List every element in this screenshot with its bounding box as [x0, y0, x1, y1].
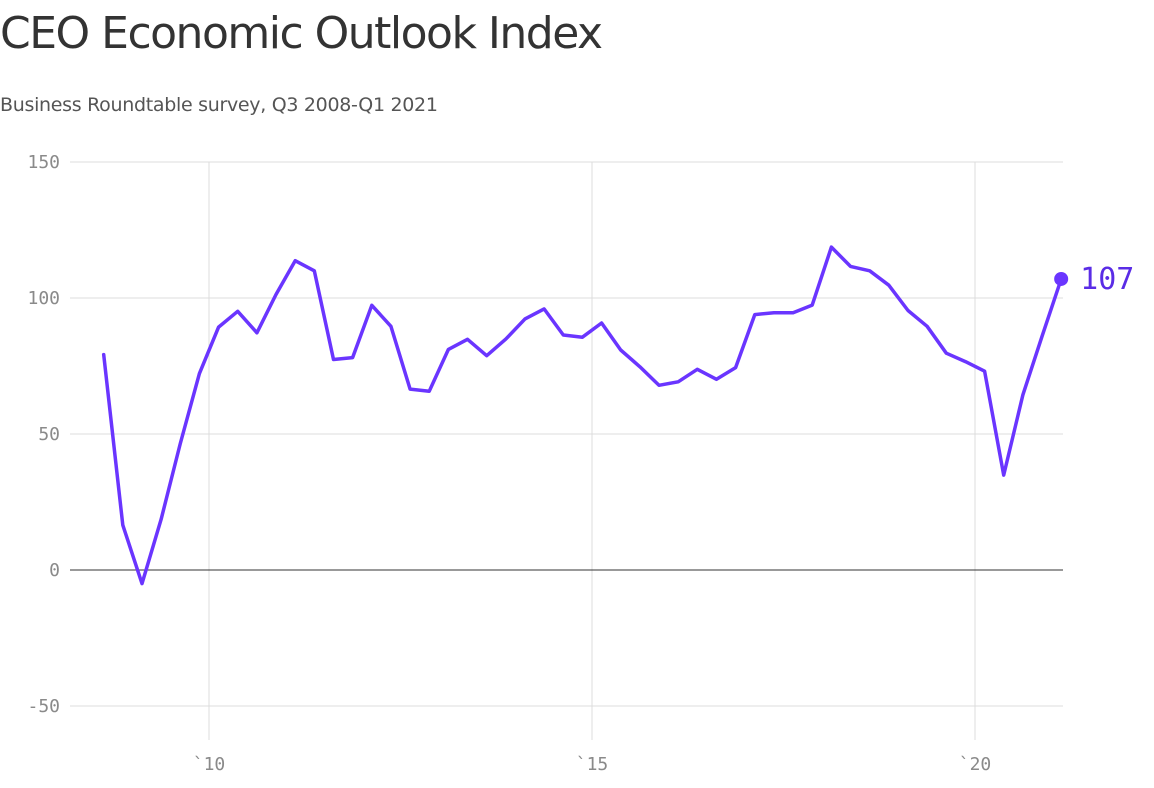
y-tick-label: 150 [27, 152, 60, 173]
end-value-label: 107 [1080, 262, 1134, 297]
vertical-gridlines [208, 162, 976, 740]
x-tick-label: `15 [576, 754, 609, 775]
y-tick-label: 50 [38, 424, 60, 445]
y-axis-labels: 150 100 50 0 -50 [27, 152, 60, 717]
y-tick-label: 100 [27, 288, 60, 309]
end-point-marker [1054, 271, 1069, 286]
x-tick-label: `20 [959, 754, 992, 775]
series-line-ceo-outlook [101, 245, 1063, 586]
x-tick-label: `10 [193, 754, 226, 775]
chart-title: CEO Economic Outlook Index [0, 8, 603, 59]
horizontal-gridlines [70, 161, 1063, 707]
y-tick-label: -50 [27, 696, 60, 717]
chart-subtitle: Business Roundtable survey, Q3 2008-Q1 2… [0, 94, 438, 116]
y-tick-label: 0 [49, 560, 60, 581]
x-axis-labels: `10 `15 `20 [193, 754, 992, 775]
